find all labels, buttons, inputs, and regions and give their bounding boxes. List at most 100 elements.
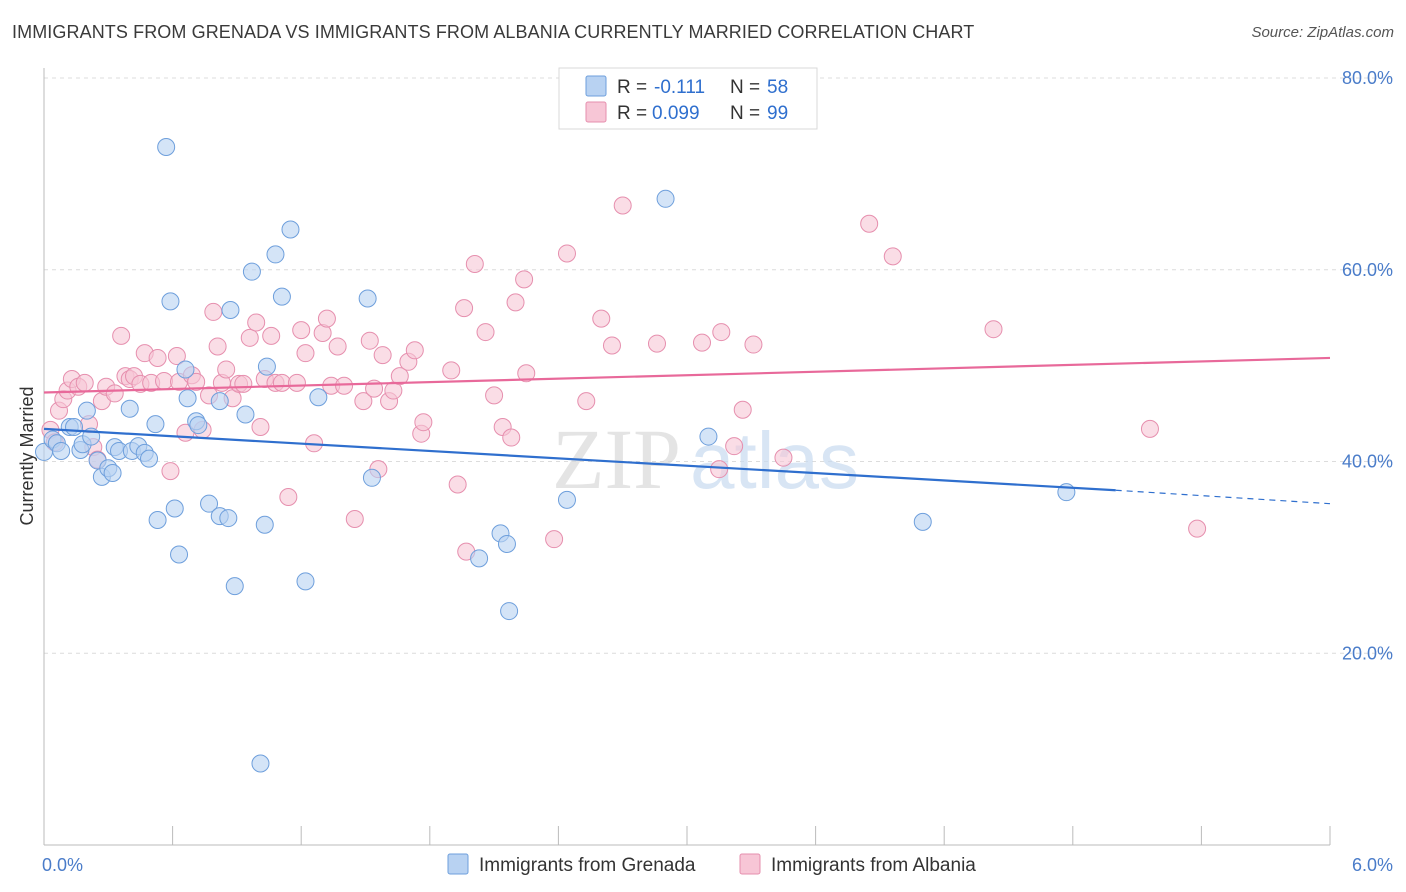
data-point-grenada — [281, 220, 300, 239]
axes — [43, 68, 1331, 846]
data-point-albania — [328, 337, 347, 356]
data-point-albania — [112, 326, 131, 345]
data-point-grenada — [165, 499, 184, 518]
data-point-albania — [557, 244, 576, 263]
x-tick-labels: 0.0% 6.0% — [42, 855, 1393, 875]
data-point-grenada — [161, 292, 180, 311]
data-point-grenada — [140, 449, 159, 468]
data-point-albania — [251, 417, 270, 436]
legend-n-label-grenada: N = — [730, 77, 760, 98]
data-point-albania — [984, 320, 1003, 339]
data-point-grenada — [913, 512, 932, 531]
data-point-albania — [240, 328, 259, 347]
legend-n-value-grenada: 58 — [767, 77, 788, 98]
data-point-grenada — [225, 577, 244, 596]
data-point-grenada — [236, 405, 255, 424]
data-point-albania — [465, 254, 484, 273]
series-albania — [41, 196, 1207, 561]
data-point-albania — [187, 372, 206, 391]
legend-n-label-albania: N = — [730, 103, 760, 124]
y-tick-label: 80.0% — [1342, 68, 1393, 88]
data-point-albania — [733, 400, 752, 419]
data-point-grenada — [242, 262, 261, 281]
legend-r-label-grenada: R = — [617, 77, 647, 98]
stats-legend: R = -0.111 N = 58 R = 0.099 N = 99 — [558, 67, 818, 130]
data-point-grenada — [189, 416, 208, 435]
data-point-albania — [744, 335, 763, 354]
data-point-albania — [345, 510, 364, 529]
data-point-albania — [292, 321, 311, 340]
data-point-albania — [485, 386, 504, 405]
data-point-albania — [360, 331, 379, 350]
data-point-grenada — [266, 245, 285, 264]
data-point-albania — [208, 337, 227, 356]
data-point-albania — [148, 348, 167, 367]
data-point-albania — [247, 313, 266, 332]
bottom-legend-label-albania: Immigrants from Albania — [771, 855, 976, 876]
x-tick-label: 0.0% — [42, 855, 83, 875]
data-point-albania — [414, 413, 433, 432]
y-tick-label: 20.0% — [1342, 643, 1393, 663]
data-point-albania — [161, 462, 180, 481]
data-point-albania — [502, 428, 521, 447]
data-point-albania — [710, 460, 729, 479]
data-point-albania — [234, 374, 253, 393]
data-point-grenada — [120, 399, 139, 418]
trend-line-albania — [43, 356, 1331, 394]
data-point-grenada — [470, 549, 489, 568]
legend-r-value-grenada: -0.111 — [654, 77, 705, 98]
data-point-albania — [442, 361, 461, 380]
series-legend: Immigrants from Grenada Immigrants from … — [447, 853, 976, 876]
data-point-grenada — [251, 754, 270, 773]
data-point-grenada — [178, 389, 197, 408]
data-point-albania — [167, 347, 186, 366]
data-point-albania — [390, 367, 409, 386]
gridlines — [44, 77, 1392, 654]
data-point-grenada — [500, 602, 519, 621]
data-point-albania — [506, 293, 525, 312]
data-point-grenada — [219, 509, 238, 528]
data-point-albania — [613, 196, 632, 215]
data-point-albania — [296, 344, 315, 363]
bottom-legend-swatch-albania — [739, 853, 761, 875]
data-point-albania — [105, 384, 124, 403]
data-point-albania — [725, 437, 744, 456]
data-point-albania — [455, 299, 474, 318]
data-point-albania — [217, 360, 236, 379]
data-point-grenada — [157, 138, 176, 157]
data-point-albania — [545, 530, 564, 549]
data-point-albania — [712, 323, 731, 342]
data-point-grenada — [210, 392, 229, 411]
data-point-grenada — [272, 287, 291, 306]
data-point-grenada — [497, 534, 516, 553]
data-point-albania — [602, 336, 621, 355]
data-point-grenada — [176, 360, 195, 379]
data-point-albania — [335, 376, 354, 395]
data-point-albania — [405, 341, 424, 360]
data-point-albania — [317, 309, 336, 328]
data-point-grenada — [170, 545, 189, 564]
data-point-albania — [517, 364, 536, 383]
legend-n-value-albania: 99 — [767, 103, 788, 124]
data-point-grenada — [296, 572, 315, 591]
data-point-grenada — [557, 490, 576, 509]
data-point-albania — [373, 346, 392, 365]
data-point-grenada — [52, 441, 71, 460]
data-point-albania — [515, 270, 534, 289]
data-point-albania — [448, 475, 467, 494]
y-tick-labels: 20.0% 40.0% 60.0% 80.0% — [1342, 68, 1393, 663]
trend-lines — [43, 356, 1331, 505]
y-tick-label: 40.0% — [1342, 452, 1393, 472]
data-point-albania — [883, 247, 902, 266]
trend-line-grenada — [43, 427, 1116, 492]
data-point-albania — [860, 214, 879, 233]
data-point-albania — [693, 333, 712, 352]
watermark: ZIP atlas — [552, 411, 859, 507]
data-point-grenada — [200, 494, 219, 513]
trend-line-grenada-extension — [1115, 489, 1331, 505]
data-point-grenada — [656, 189, 675, 208]
data-point-albania — [647, 334, 666, 353]
data-point-grenada — [146, 415, 165, 434]
source-label: Source: ZipAtlas.com — [1251, 24, 1394, 41]
